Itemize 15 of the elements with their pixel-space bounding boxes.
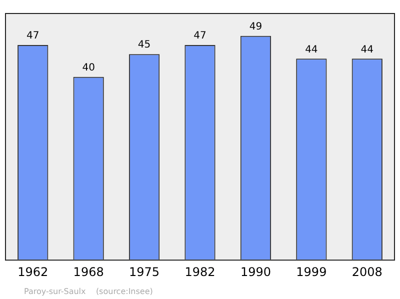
- x-tick-label: 1975: [129, 264, 160, 279]
- x-tick-label: 1962: [18, 264, 48, 279]
- x-tick-label: 1990: [240, 264, 271, 279]
- data-label: 47: [194, 30, 206, 42]
- data-label: 49: [249, 21, 262, 32]
- x-tick-label: 1968: [73, 264, 104, 279]
- x-tick-label: 1999: [296, 264, 327, 279]
- data-label: 45: [138, 40, 151, 51]
- data-label: 47: [26, 30, 40, 42]
- data-label: 44: [305, 44, 318, 56]
- x-tick-label: 1982: [184, 264, 216, 279]
- x-tick-label: 2008: [352, 264, 382, 279]
- data-label: 40: [82, 62, 95, 74]
- data-label: 44: [360, 44, 374, 56]
- text: Paroy-sur-Saulx (source:Insee): [24, 287, 153, 296]
